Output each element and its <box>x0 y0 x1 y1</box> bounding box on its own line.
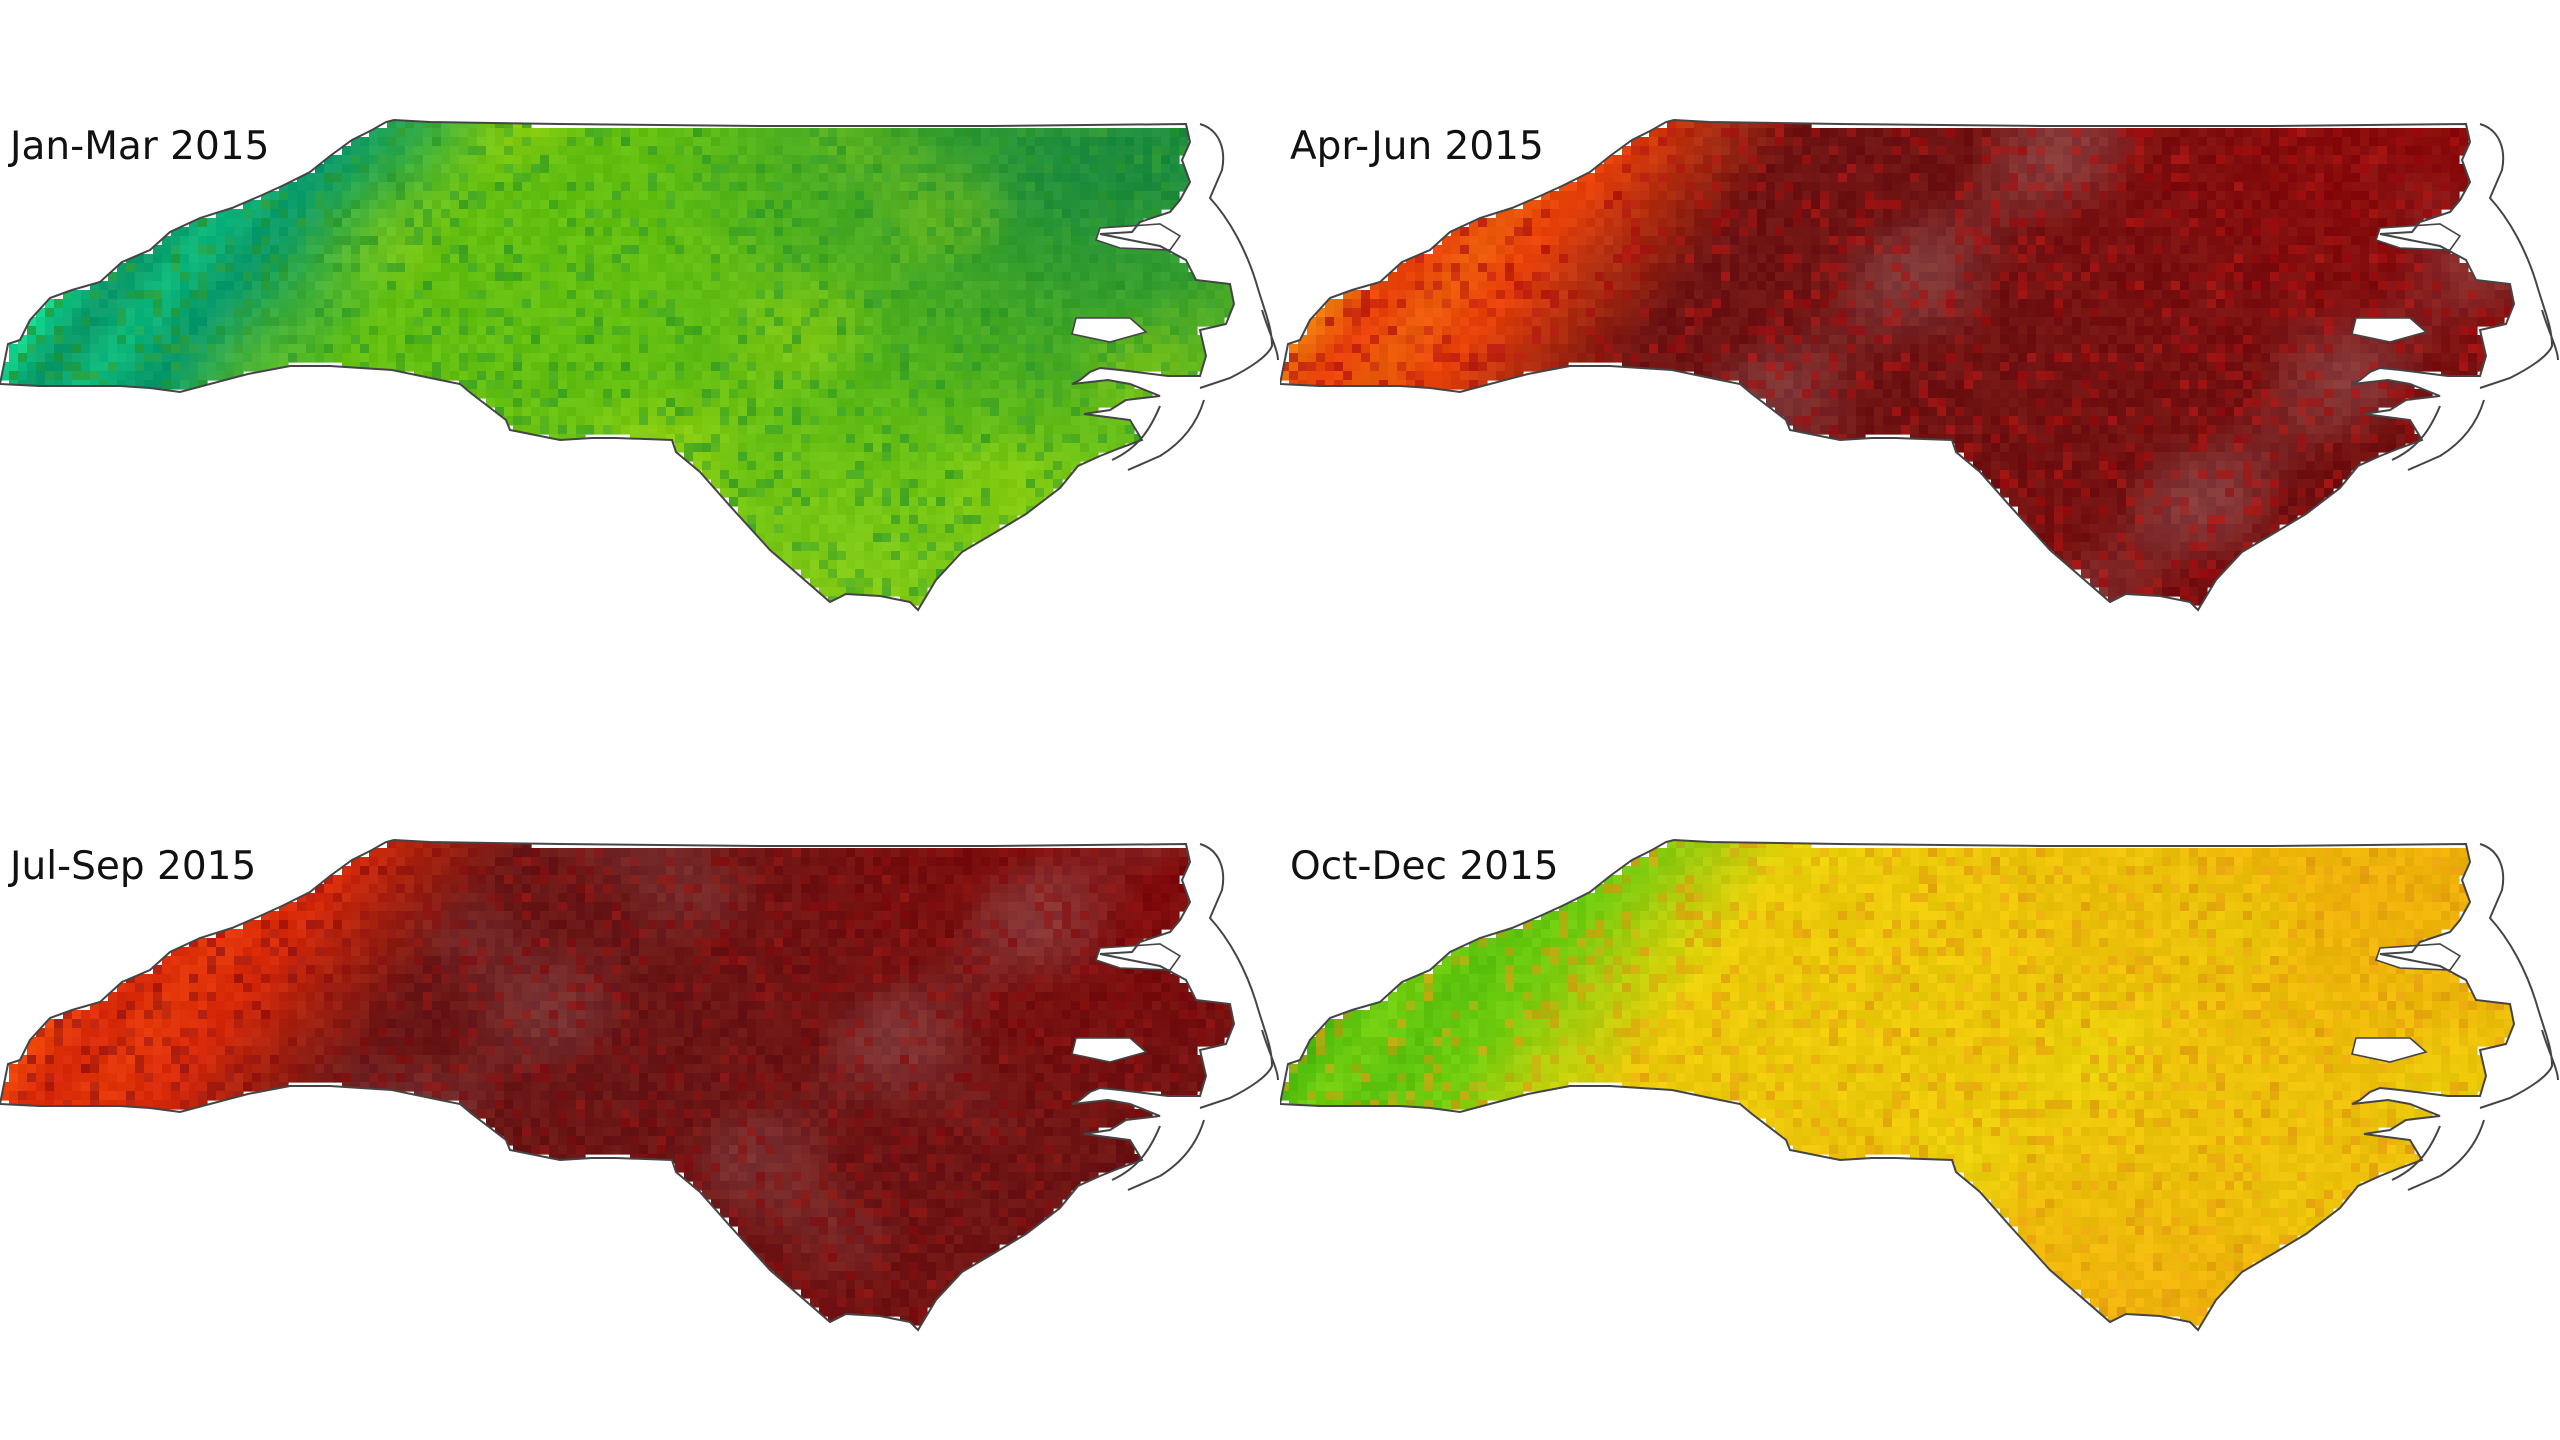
panel-title: Apr-Jun 2015 <box>1290 124 1544 169</box>
albemarle-sound <box>2374 223 2462 251</box>
state-outline <box>1280 118 2516 612</box>
panel-title: Jul-Sep 2015 <box>10 844 257 889</box>
nc-map <box>1280 838 2559 1332</box>
nc-map <box>0 118 1279 612</box>
pamlico-sound-inlet <box>2351 317 2428 343</box>
outer-banks-coastline <box>2391 843 2559 1191</box>
outer-banks-coastline <box>1111 843 1279 1191</box>
raster-layer <box>0 840 1234 1326</box>
panel-title: Jan-Mar 2015 <box>10 124 270 169</box>
albemarle-sound <box>1094 943 1182 971</box>
outer-banks-coastline <box>2391 123 2559 471</box>
state-outline <box>1280 838 2516 1332</box>
pamlico-sound-inlet <box>2351 1037 2428 1063</box>
albemarle-sound <box>2374 943 2462 971</box>
pamlico-sound-inlet <box>1071 1037 1148 1063</box>
state-outline <box>0 118 1236 612</box>
nc-map <box>0 838 1279 1332</box>
panel-title: Oct-Dec 2015 <box>1290 844 1559 889</box>
map-panel-apr-jun: Apr-Jun 2015 <box>1280 0 2560 720</box>
map-panel-jan-mar: Jan-Mar 2015 <box>0 0 1280 720</box>
state-outline <box>0 838 1236 1332</box>
raster-layer <box>1280 120 2514 606</box>
raster-layer <box>0 120 1234 606</box>
map-panel-jul-sep: Jul-Sep 2015 <box>0 720 1280 1440</box>
nc-map <box>1280 118 2559 612</box>
outer-banks-coastline <box>1111 123 1279 471</box>
albemarle-sound <box>1094 223 1182 251</box>
pamlico-sound-inlet <box>1071 317 1148 343</box>
raster-layer <box>1280 840 2514 1326</box>
map-panel-oct-dec: Oct-Dec 2015 <box>1280 720 2560 1440</box>
